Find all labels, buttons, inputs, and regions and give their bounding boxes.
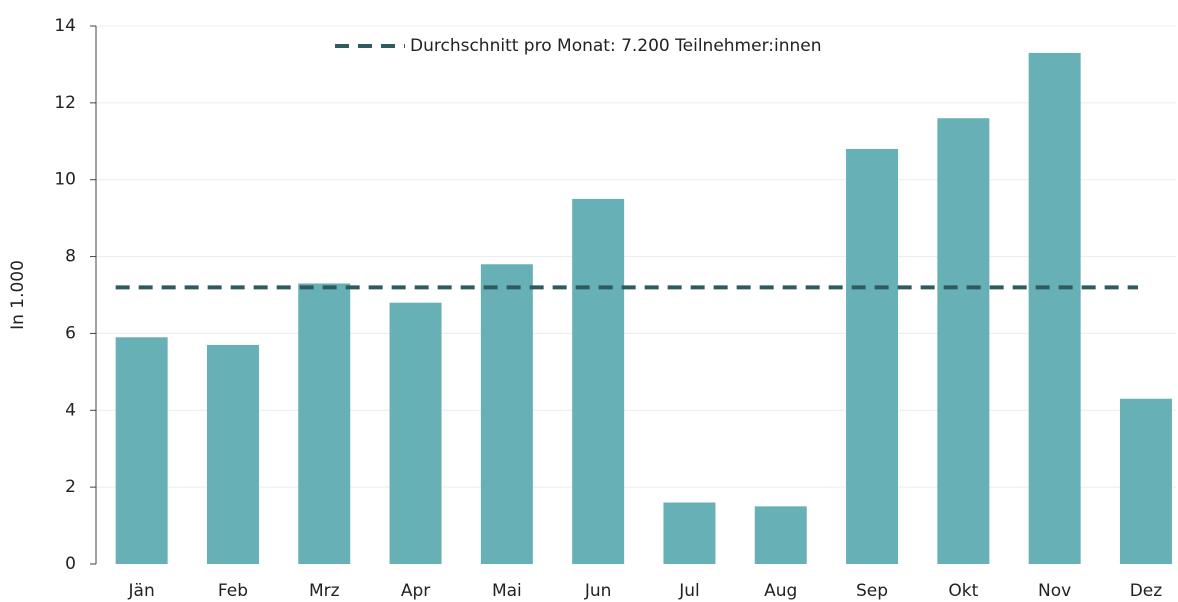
x-tick-label: Aug: [764, 581, 797, 601]
bar: [663, 502, 716, 564]
bar: [480, 264, 533, 564]
x-tick-label: Mrz: [309, 581, 340, 601]
bar: [572, 198, 625, 564]
x-tick-label: Dez: [1130, 581, 1163, 601]
x-tick-label: Mai: [492, 581, 522, 601]
bar: [298, 283, 351, 564]
y-axis-label: In 1.000: [8, 260, 28, 330]
y-tick-label: 10: [54, 170, 76, 190]
bar: [937, 118, 990, 564]
x-tick-label: Jän: [128, 581, 155, 601]
y-tick-label: 8: [65, 247, 76, 267]
x-tick-label: Feb: [218, 581, 248, 601]
x-tick-label: Apr: [401, 581, 430, 601]
bar: [846, 148, 899, 564]
y-tick-label: 14: [54, 16, 76, 36]
y-tick-label: 12: [54, 93, 76, 113]
x-tick-label: Sep: [856, 581, 888, 601]
bar: [1028, 52, 1081, 565]
bar: [389, 302, 442, 564]
y-tick-label: 0: [65, 554, 76, 574]
bar: [1119, 398, 1172, 564]
x-tick-label: Okt: [948, 581, 978, 601]
y-tick-label: 4: [65, 400, 76, 420]
x-tick-label: Jun: [584, 581, 612, 601]
bar: [206, 344, 259, 564]
x-tick-label: Nov: [1038, 581, 1071, 601]
bar: [115, 337, 168, 564]
y-tick-label: 2: [65, 477, 76, 497]
x-tick-label: Jul: [678, 581, 700, 601]
bar: [754, 506, 807, 564]
legend-label: Durchschnitt pro Monat: 7.200 Teilnehmer…: [410, 36, 822, 56]
y-tick-label: 6: [65, 323, 76, 343]
